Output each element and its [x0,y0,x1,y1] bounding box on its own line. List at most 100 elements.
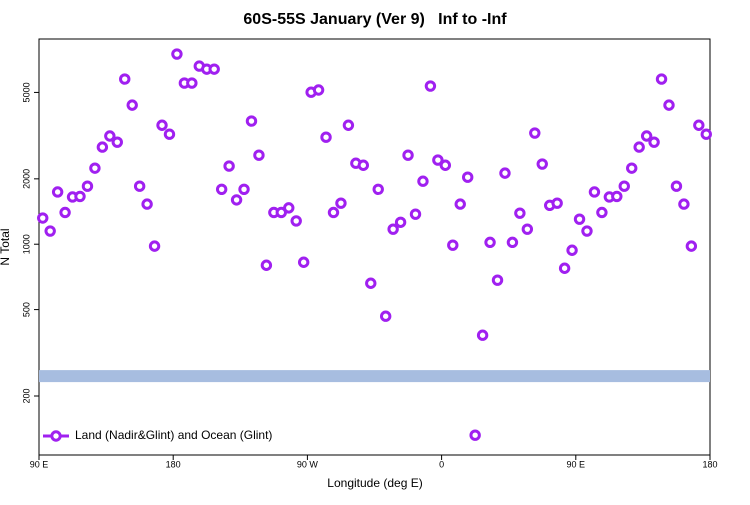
data-point [611,190,623,203]
y-tick-label: 500 [21,302,31,317]
data-point [133,180,146,192]
data-point [141,198,153,210]
data-point [59,206,71,219]
data-point [148,240,161,252]
data-point [633,141,645,153]
data-point [238,183,250,196]
data-point [573,213,586,225]
data-point [529,127,541,139]
chart-title: 60S-55S January (Ver 9) Inf to -Inf [243,11,507,28]
data-point [484,236,496,249]
data-point [626,162,638,174]
x-tick-label: 180 [166,459,181,469]
data-point [476,329,489,341]
data-point [208,63,220,75]
data-point [469,429,481,441]
data-point [44,225,56,237]
data-point [365,277,377,289]
data-point [96,141,109,153]
data-point [439,159,452,171]
reference-band [39,370,710,383]
data-point [588,186,601,198]
data-point [81,180,94,192]
data-point [536,158,548,170]
data-point [119,73,131,85]
data-point [678,198,690,210]
data-point [454,198,466,210]
data-point [372,183,384,196]
data-point [506,236,519,249]
y-tick-label: 1000 [21,234,31,254]
data-point [320,131,332,143]
data-point [514,207,526,219]
data-point [596,206,608,219]
legend-marker [50,430,62,442]
x-tick-label: 90 W [297,459,319,469]
data-point [551,197,563,209]
data-point [290,215,302,227]
data-point [663,99,675,111]
x-tick-label: 90 E [567,459,586,469]
data-point [402,149,414,161]
data-point [648,136,660,148]
data-point [581,225,593,237]
data-point [171,48,183,60]
data-point [618,180,630,192]
data-point [126,99,138,111]
data-point [260,259,273,271]
x-tick-label: 180 [702,459,717,469]
data-point [685,240,698,252]
data-point [37,212,49,224]
data-point [253,149,265,161]
data-point [521,223,534,235]
data-point [297,256,310,268]
data-point [387,223,399,235]
y-tick-label: 200 [21,388,31,403]
data-point [461,171,474,183]
data-point [693,119,705,131]
data-point [215,183,228,196]
data-point [558,262,571,274]
data-point [379,310,392,322]
data-point [245,115,258,127]
y-tick-label: 5000 [21,82,31,102]
data-point [230,194,243,206]
x-tick-label: 0 [439,459,444,469]
data-point [342,119,355,131]
data-point [394,216,407,228]
data-point [51,186,64,198]
plot-frame [38,38,711,456]
data-point [186,77,198,89]
x-axis-label: Longitude (deg E) [327,476,422,490]
data-point [74,190,86,203]
data-point [447,239,459,251]
data-point [156,119,168,131]
data-point [424,80,437,92]
data-point [89,162,101,174]
data-point [283,202,295,214]
data-point [335,197,347,209]
data-point [566,244,578,256]
y-axis-label: N Total [0,228,12,265]
data-point [104,130,116,142]
data-point [223,160,235,172]
data-point [700,128,712,140]
legend-label: Land (Nadir&Glint) and Ocean (Glint) [75,428,272,442]
data-point [111,136,123,148]
data-point [640,130,653,142]
data-point [499,167,511,179]
y-tick-label: 2000 [21,169,31,189]
data-point [163,128,176,140]
data-point [655,73,668,85]
x-tick-label: 90 E [30,459,49,469]
data-point [327,206,340,219]
data-point [670,180,683,192]
data-point [312,84,325,96]
data-point [432,154,444,166]
data-point [357,159,370,171]
data-point [491,274,504,286]
data-point [409,208,422,220]
data-point [417,175,429,187]
